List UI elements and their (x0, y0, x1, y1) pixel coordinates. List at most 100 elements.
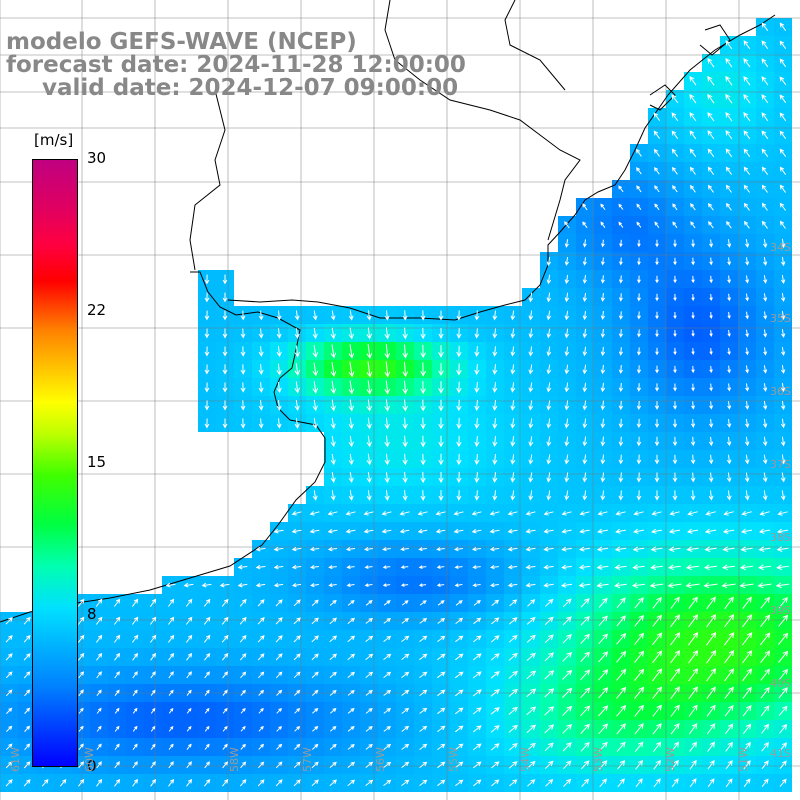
wind-arrow (309, 528, 320, 534)
wind-arrow (706, 668, 717, 682)
wind-arrow (598, 705, 609, 717)
wind-arrow (708, 436, 714, 447)
wind-arrow (618, 454, 624, 465)
wind-arrow (685, 582, 700, 589)
wind-arrow (634, 650, 645, 663)
wind-arrow (564, 328, 570, 339)
wind-arrow (275, 599, 283, 607)
wind-arrow (709, 383, 713, 392)
wind-arrow (186, 743, 192, 750)
wind-arrow (401, 617, 410, 624)
wind-arrow (689, 148, 697, 157)
wind-arrow (636, 383, 642, 392)
wind-arrow (562, 598, 572, 608)
wind-arrow (762, 436, 768, 447)
wind-arrow (744, 436, 750, 447)
wind-arrow (636, 148, 642, 157)
wind-arrow (366, 361, 373, 378)
wind-arrow (437, 779, 446, 787)
border-line-west (189, 89, 226, 271)
wind-arrow (599, 760, 608, 770)
wind-arrow (240, 671, 247, 679)
wind-arrow (312, 345, 319, 358)
wind-arrow (649, 582, 664, 589)
wind-arrow (275, 761, 283, 769)
wind-arrow (564, 292, 570, 303)
wind-arrow (402, 417, 408, 430)
wind-arrow (400, 583, 409, 587)
wind-arrow (330, 380, 337, 395)
wind-arrow (709, 275, 713, 284)
wind-arrow (508, 706, 518, 715)
wind-arrow (725, 184, 732, 193)
wind-arrow (455, 600, 463, 606)
wind-arrow (222, 671, 229, 679)
wind-arrow (401, 743, 410, 750)
wind-arrow (455, 779, 464, 787)
wind-arrow (707, 57, 715, 68)
wind-arrow (402, 399, 408, 412)
wind-arrow (779, 148, 787, 157)
wind-arrow (634, 614, 644, 627)
wind-arrow (402, 435, 408, 448)
wind-arrow (240, 418, 246, 429)
wind-arrow (546, 328, 552, 339)
wind-arrow (311, 617, 319, 625)
wind-arrow (420, 380, 426, 395)
wind-arrow (78, 652, 85, 661)
wind-arrow (673, 329, 677, 338)
wind-arrow (634, 741, 644, 753)
wind-arrow (294, 689, 301, 696)
wind-arrow (650, 528, 663, 534)
wind-arrow (761, 778, 769, 788)
wind-arrow (580, 687, 591, 699)
wind-arrow (474, 381, 480, 394)
wind-arrow (114, 707, 120, 714)
wind-arrow (150, 652, 157, 661)
wind-arrow (327, 528, 338, 534)
wind-arrow (348, 453, 354, 466)
wind-arrow (257, 599, 265, 607)
wind-arrow (472, 689, 482, 697)
wind-arrow (5, 635, 13, 643)
wind-arrow (113, 616, 121, 625)
wind-arrow (582, 275, 588, 284)
wind-arrow (706, 614, 717, 628)
wind-arrow (707, 166, 715, 175)
wind-arrow (724, 614, 735, 628)
wind-arrow (168, 778, 175, 787)
wind-arrow (762, 490, 768, 501)
wind-arrow (745, 293, 750, 302)
wind-arrow (528, 400, 534, 411)
wind-arrow (311, 599, 319, 607)
wind-arrow (507, 564, 518, 570)
wind-arrow (276, 400, 282, 411)
wind-arrow (507, 510, 518, 516)
uruguay-coastline (227, 14, 776, 321)
wind-arrow (706, 649, 717, 664)
wind-arrow (653, 741, 662, 753)
wind-arrow (222, 400, 228, 411)
wind-arrow (489, 546, 500, 552)
wind-arrow (328, 565, 337, 570)
wind-arrow (582, 454, 588, 465)
wind-arrow (348, 472, 354, 483)
wind-arrow (726, 490, 732, 501)
wind-arrow (204, 400, 210, 411)
wind-arrow (689, 166, 696, 175)
wind-arrow (276, 328, 282, 339)
wind-arrow (726, 220, 732, 229)
lon-label-51w: 51W (737, 747, 750, 772)
wind-arrow (761, 22, 769, 31)
wind-arrow (597, 528, 608, 534)
wind-arrow (670, 596, 680, 609)
lat-label-38s: 38S (770, 531, 791, 544)
wind-arrow (384, 344, 391, 359)
wind-arrow (673, 293, 677, 302)
wind-arrow (150, 707, 156, 714)
wind-arrow (544, 688, 555, 698)
wind-arrow (222, 743, 228, 750)
wind-arrow (165, 582, 176, 588)
wind-arrow (778, 632, 789, 645)
wind-arrow (437, 689, 446, 697)
